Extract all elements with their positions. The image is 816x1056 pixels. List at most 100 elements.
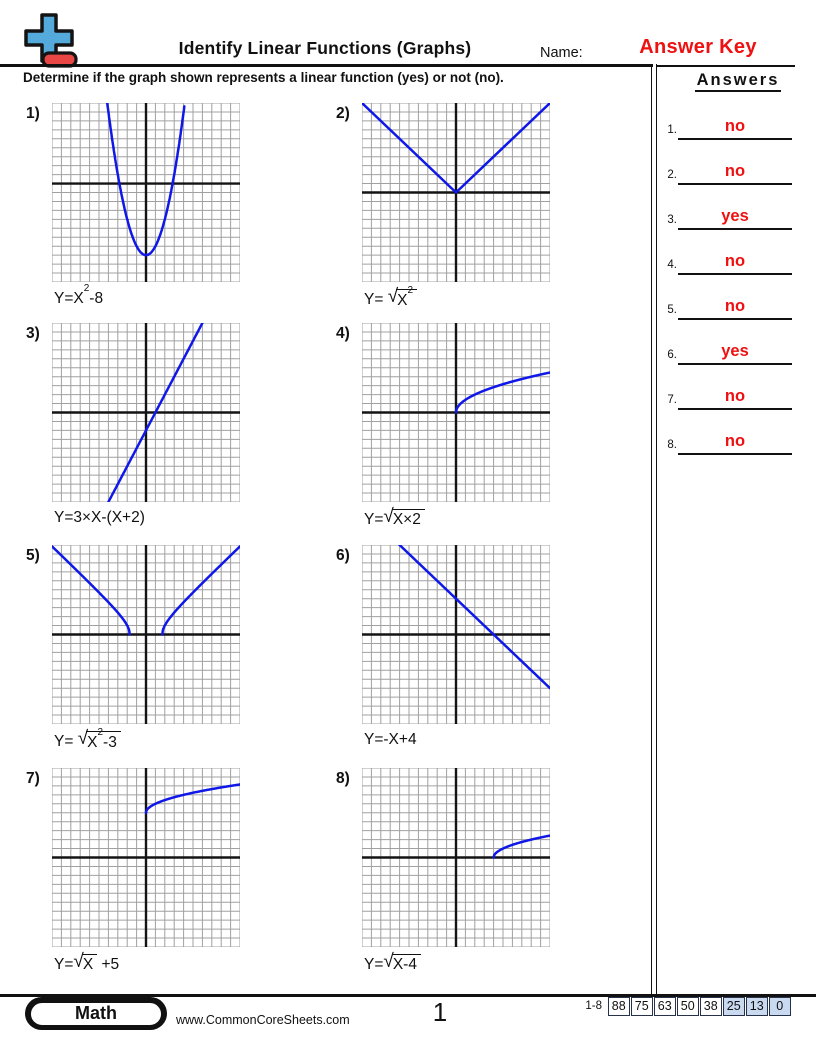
question-graph-4 <box>361 322 552 503</box>
function-curve <box>144 783 242 815</box>
question-number: 4) <box>336 325 350 342</box>
equation-label: Y= √ X +5 <box>54 951 120 974</box>
answer-number: 7. <box>667 394 677 406</box>
radical-icon: √ <box>73 951 84 972</box>
equation-text: X-4 <box>392 956 417 973</box>
answer-key-text: Answer Key <box>639 36 757 58</box>
score-cell: 13 <box>746 997 768 1016</box>
radical-icon: √ <box>383 506 394 527</box>
radical-expression: √ X-4 <box>383 951 421 974</box>
question-number: 5) <box>26 547 40 564</box>
equation-text: Y= <box>54 956 74 973</box>
equation-label: Y= √ X2 <box>364 285 418 310</box>
radical-expression: √ X <box>73 951 98 974</box>
question-number: 2) <box>336 105 350 122</box>
radicand: X×2 <box>391 509 425 529</box>
function-curve <box>492 834 552 859</box>
function-curve <box>51 545 241 636</box>
answer-value: no <box>724 117 746 135</box>
equation-text: Y= <box>54 733 78 750</box>
question-graph-5 <box>51 544 241 725</box>
function-curve <box>454 371 552 414</box>
equation-text: Y=-X+4 <box>364 731 417 748</box>
answer-number: 5. <box>667 304 677 316</box>
function-curve <box>360 101 552 194</box>
answers-heading: Answers <box>660 71 816 92</box>
question-graph-3 <box>51 319 241 506</box>
equation-label: Y=X2-8 <box>54 283 103 308</box>
answer-blank-line <box>678 318 792 320</box>
answer-value: no <box>724 162 746 180</box>
function-curve <box>395 541 552 690</box>
answer-value: no <box>724 432 746 450</box>
question-graph-2 <box>360 101 552 283</box>
answer-value: yes <box>721 207 749 225</box>
answer-value: no <box>724 297 746 315</box>
score-cell: 25 <box>723 997 745 1016</box>
function-curve <box>105 319 206 506</box>
radicand: X2 <box>396 285 418 310</box>
function-curve <box>105 101 186 257</box>
answer-number: 3. <box>667 214 677 226</box>
equation-exponent: 2 <box>83 283 90 294</box>
question-number: 7) <box>26 770 40 787</box>
equation-label: Y= √ X2-3 <box>54 727 121 752</box>
question-graph-1 <box>51 101 241 283</box>
question-number: 1) <box>26 105 40 122</box>
answer-blank-line <box>678 228 792 230</box>
graph-svg <box>361 322 552 503</box>
equation-label: Y=-X+4 <box>364 731 417 749</box>
score-cell: 38 <box>700 997 722 1016</box>
answer-value: no <box>724 387 746 405</box>
question-number: 6) <box>336 547 350 564</box>
subject-badge: Math <box>25 997 167 1030</box>
instruction-text: Determine if the graph shown represents … <box>23 70 504 85</box>
answer-number: 8. <box>667 439 677 451</box>
equation-text: X×2 <box>392 511 421 528</box>
worksheet-title: Identify Linear Functions (Graphs) <box>178 38 472 58</box>
score-cell: 88 <box>608 997 630 1016</box>
answer-blank-line <box>678 408 792 410</box>
answer-blank-line <box>678 453 792 455</box>
header-divider <box>0 64 653 67</box>
subject-badge-label: Math <box>29 1000 163 1027</box>
equation-text: Y= <box>364 956 384 973</box>
radicand: X2-3 <box>86 727 121 752</box>
score-range-label: 1-8 <box>585 1000 602 1012</box>
radicand: X-4 <box>391 954 421 974</box>
answer-number: 1. <box>667 124 677 136</box>
answer-number: 6. <box>667 349 677 361</box>
equation-text: +5 <box>97 956 120 973</box>
radical-icon: √ <box>383 951 394 972</box>
graph-svg <box>51 767 242 948</box>
equation-exponent: 2 <box>407 285 414 296</box>
equation-text: Y= <box>364 511 384 528</box>
equation-text: -3 <box>103 734 117 752</box>
grid-lines <box>51 102 241 283</box>
score-cell: 0 <box>769 997 791 1016</box>
equation-label: Y= √ X-4 <box>364 951 421 974</box>
equation-text: X <box>397 292 408 310</box>
graph-svg <box>361 541 552 725</box>
answers-separator-line <box>655 64 658 995</box>
score-table: 88 75 63 50 38 25 13 0 <box>608 997 792 1016</box>
radical-icon: √ <box>387 286 399 307</box>
question-graph-7 <box>51 767 242 948</box>
equation-label: Y= √ X×2 <box>364 506 425 529</box>
radicand: X <box>81 954 98 974</box>
equation-text: X <box>82 956 94 973</box>
score-cell: 50 <box>677 997 699 1016</box>
footer-divider <box>0 994 816 997</box>
answer-value: yes <box>721 342 749 360</box>
equation-text: Y= <box>364 291 388 308</box>
answer-blank-line <box>678 273 792 275</box>
equation-text: X <box>87 734 98 752</box>
equation-text: Y=X <box>54 290 84 308</box>
question-graph-6 <box>361 541 552 725</box>
website-link: www.CommonCoreSheets.com <box>176 1013 350 1027</box>
question-number: 8) <box>336 770 350 787</box>
radical-icon: √ <box>77 728 89 749</box>
answer-blank-line <box>678 363 792 365</box>
name-underline <box>657 64 795 67</box>
score-cell: 63 <box>654 997 676 1016</box>
